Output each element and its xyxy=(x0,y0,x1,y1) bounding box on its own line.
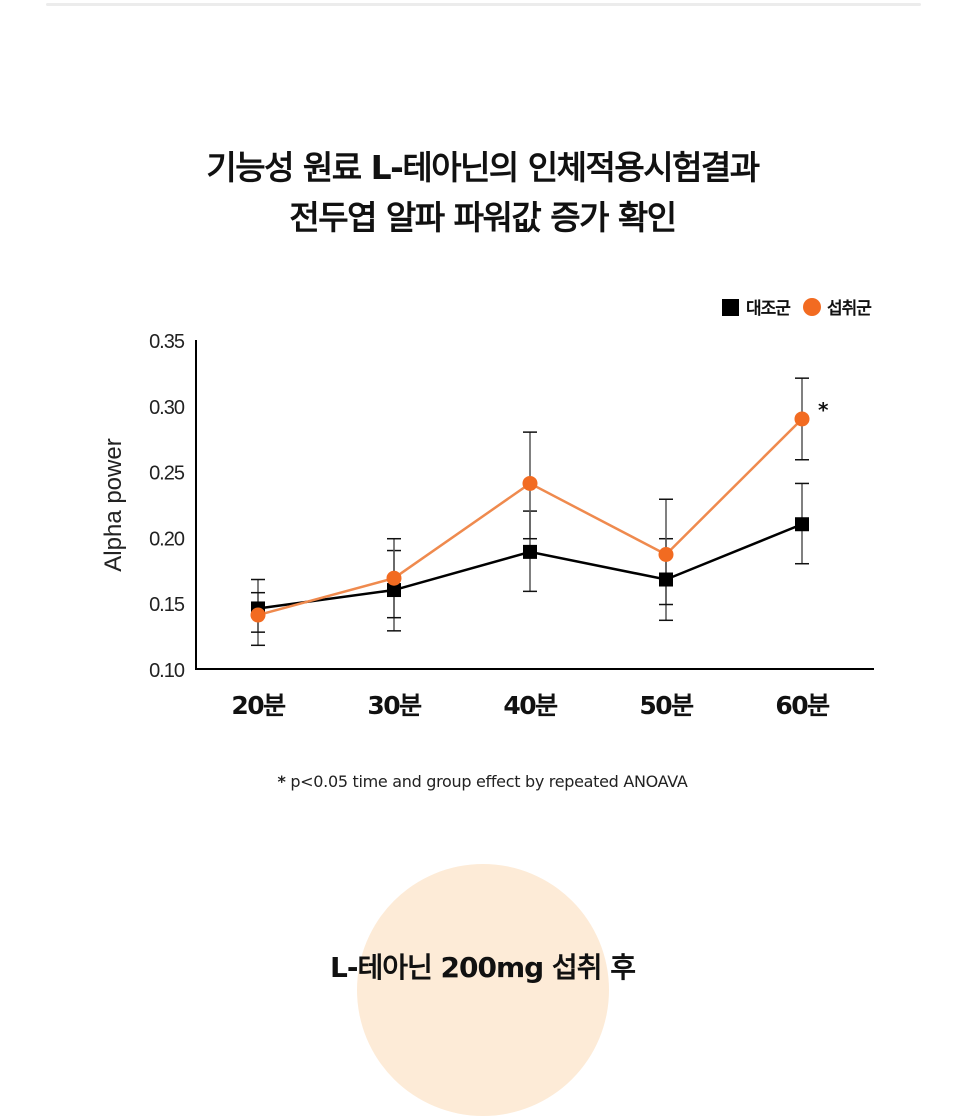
treatment-point xyxy=(522,475,538,491)
y-tick-label: 0.15 xyxy=(149,594,185,616)
error-bars xyxy=(251,377,809,647)
significance-asterisk: * xyxy=(818,398,829,422)
x-tick-labels: 20분 30분 40분 50분 60분 xyxy=(231,691,831,720)
legend-label: 섭취군 xyxy=(827,298,872,319)
treatment-point xyxy=(658,547,674,563)
y-tick-label: 0.10 xyxy=(149,660,185,682)
circle-marker-icon xyxy=(803,298,821,316)
treatment-point xyxy=(250,607,266,623)
axes xyxy=(195,340,874,670)
control-point xyxy=(659,572,673,587)
x-tick-label: 50분 xyxy=(639,691,694,720)
legend-item-control: 대조군 xyxy=(722,299,792,319)
x-tick-label: 30분 xyxy=(367,691,422,720)
title-line-1: 기능성 원료 L-테아닌의 인체적용시험결과 xyxy=(206,148,760,187)
annotations: * xyxy=(818,398,829,422)
x-tick-label: 40분 xyxy=(503,691,558,720)
alpha-power-chart: 0.10 0.15 0.20 0.25 0.30 0.35 Alpha power 20분… xyxy=(100,298,874,720)
x-tick-label: 20분 xyxy=(231,691,286,720)
y-tick-labels: 0.10 0.15 0.20 0.25 0.30 0.35 xyxy=(149,331,186,682)
footnote-text: p<0.05 time and group effect by repeated… xyxy=(285,772,688,791)
y-tick-label: 0.35 xyxy=(149,331,185,353)
page-title: 기능성 원료 L-테아닌의 인체적용시험결과 전두엽 알파 파워값 증가 확인 xyxy=(0,143,965,243)
control-point xyxy=(387,583,401,598)
treatment-point xyxy=(386,570,402,586)
bottom-heading: L-테아닌 200mg 섭취 후 xyxy=(330,951,636,984)
y-tick-label: 0.25 xyxy=(149,463,185,485)
treatment-point xyxy=(794,411,810,427)
decorative-circle xyxy=(357,864,609,1116)
control-point xyxy=(523,544,537,559)
legend: 대조군 섭취군 xyxy=(722,298,873,319)
y-tick-label: 0.20 xyxy=(149,528,185,550)
footnote: * p<0.05 time and group effect by repeat… xyxy=(0,772,965,791)
legend-label: 대조군 xyxy=(746,299,791,319)
title-line-2: 전두엽 알파 파워값 증가 확인 xyxy=(289,198,677,237)
control-point xyxy=(795,517,809,532)
series-markers xyxy=(250,411,810,623)
y-axis-label: Alpha power xyxy=(100,438,127,571)
square-marker-icon xyxy=(722,299,739,316)
x-tick-label: 60분 xyxy=(775,691,830,720)
top-divider xyxy=(46,3,921,6)
legend-item-treatment: 섭취군 xyxy=(803,298,873,319)
y-tick-label: 0.30 xyxy=(149,397,185,419)
footnote-star: * xyxy=(277,772,286,791)
